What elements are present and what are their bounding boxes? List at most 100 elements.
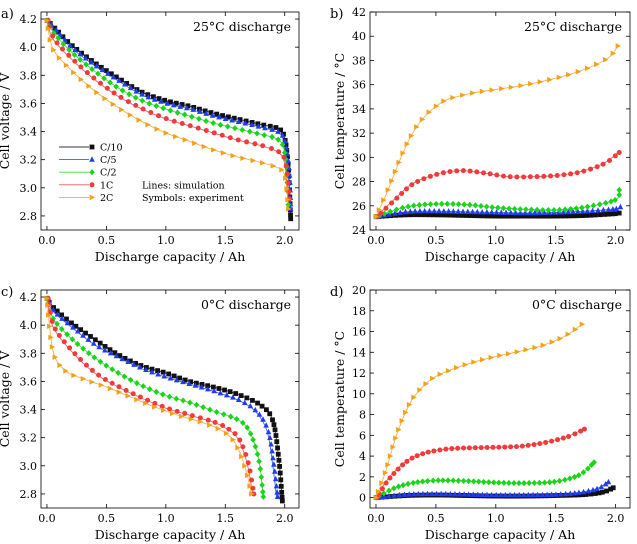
- panel-title: 25°C discharge: [193, 19, 291, 34]
- experiment-point-2c: [514, 349, 521, 355]
- experiment-point-2c: [134, 396, 140, 403]
- experiment-point-c-10: [443, 212, 449, 218]
- experiment-point-c-10: [439, 212, 445, 218]
- experiment-point-1c: [466, 445, 472, 451]
- experiment-point-c-2: [167, 107, 174, 114]
- experiment-point-1c: [389, 200, 395, 206]
- experiment-point-c-5: [180, 378, 186, 385]
- experiment-point-2c: [283, 175, 289, 181]
- experiment-point-c-2: [132, 94, 139, 101]
- experiment-point-c-5: [503, 209, 509, 215]
- experiment-point-c-2: [455, 201, 462, 208]
- experiment-point-2c: [433, 103, 440, 110]
- panel-b: 0.0 0.5 1.0 1.5 2.0 24 26 28 30 32 34 36 38 40 42 Disch…: [330, 6, 631, 264]
- experiment-point-2c: [250, 157, 257, 164]
- experiment-point-1c: [572, 431, 578, 437]
- experiment-point-1c: [487, 171, 493, 177]
- legend-note-symbols: Symbols: experiment: [142, 193, 244, 204]
- experiment-point-1c: [534, 174, 540, 180]
- series-c-5: [45, 295, 281, 499]
- experiment-point-c-5: [151, 96, 158, 102]
- experiment-point-c-2: [109, 366, 116, 373]
- experiment-point-c-10: [580, 492, 585, 498]
- experiment-point-2c: [89, 379, 95, 385]
- experiment-point-c-2: [400, 481, 406, 489]
- experiment-point-c-2: [210, 119, 217, 127]
- legend: C/10C/5 C/21C 2C Lines: simulation Symbols: …: [59, 143, 244, 204]
- experiment-point-2c: [44, 17, 51, 24]
- y-tick-label: 12: [352, 367, 366, 380]
- y-tick-label: 3.4: [20, 126, 38, 139]
- experiment-point-c-10: [283, 142, 289, 148]
- experiment-point-2c: [532, 344, 538, 351]
- experiment-point-c-10: [273, 433, 279, 438]
- experiment-point-c-5: [402, 208, 409, 215]
- experiment-point-c-10: [276, 457, 282, 463]
- x-tick-label: 0.5: [98, 234, 116, 247]
- experiment-point-2c: [201, 143, 208, 150]
- experiment-point-2c: [154, 126, 161, 132]
- experiment-point-2c: [404, 141, 411, 147]
- experiment-point-c-5: [484, 209, 490, 215]
- experiment-point-1c: [49, 318, 55, 324]
- experiment-point-c-2: [260, 488, 266, 496]
- experiment-point-c-5: [517, 209, 524, 216]
- experiment-point-2c: [71, 69, 77, 76]
- experiment-point-2c: [549, 339, 556, 345]
- experiment-point-c-2: [580, 469, 587, 476]
- experiment-point-c-10: [583, 492, 589, 497]
- experiment-point-c-5: [272, 475, 279, 482]
- experiment-point-2c: [48, 334, 54, 341]
- legend-marker-c-5: [89, 156, 95, 162]
- experiment-point-1c: [212, 419, 218, 425]
- experiment-point-2c: [379, 480, 385, 486]
- plot-area: [44, 295, 285, 504]
- experiment-point-c-10: [107, 347, 113, 353]
- experiment-point-c-5: [242, 120, 249, 126]
- experiment-point-2c: [594, 61, 600, 68]
- experiment-point-c-10: [255, 121, 261, 127]
- experiment-point-2c: [285, 206, 292, 212]
- experiment-point-1c: [244, 139, 250, 145]
- experiment-point-c-2: [435, 477, 441, 484]
- experiment-point-1c: [404, 186, 410, 192]
- x-axis-label: Discharge capacity / Ah: [95, 527, 246, 542]
- experiment-point-c-2: [475, 478, 482, 485]
- experiment-point-1c: [490, 444, 496, 450]
- experiment-point-2c: [240, 155, 246, 162]
- experiment-point-c-10: [59, 312, 65, 318]
- experiment-point-c-10: [220, 113, 225, 118]
- experiment-point-c-5: [527, 209, 533, 216]
- experiment-point-c-2: [450, 477, 457, 484]
- experiment-point-c-5: [450, 208, 457, 214]
- experiment-point-2c: [518, 82, 524, 89]
- experiment-point-1c: [78, 357, 84, 363]
- experiment-point-c-5: [605, 478, 612, 485]
- experiment-point-1c: [250, 485, 256, 491]
- experiment-point-c-5: [268, 441, 274, 447]
- experiment-point-2c: [403, 409, 409, 416]
- experiment-point-c-10: [596, 490, 602, 496]
- experiment-point-c-10: [583, 213, 589, 218]
- experiment-point-1c: [391, 471, 397, 477]
- experiment-point-1c: [179, 121, 185, 127]
- experiment-point-c-10: [173, 100, 179, 106]
- experiment-point-c-5: [119, 355, 126, 362]
- experiment-point-c-5: [67, 42, 73, 48]
- experiment-point-c-2: [233, 416, 240, 423]
- experiment-point-c-10: [610, 485, 616, 491]
- experiment-point-c-5: [455, 208, 461, 214]
- experiment-point-c-5: [122, 81, 128, 87]
- experiment-point-c-2: [77, 56, 83, 63]
- experiment-point-c-10: [185, 103, 191, 109]
- experiment-point-2c: [207, 422, 213, 428]
- experiment-point-c-2: [470, 478, 477, 485]
- experiment-point-c-2: [247, 430, 254, 437]
- experiment-point-c-2: [523, 206, 529, 213]
- experiment-point-2c: [399, 418, 405, 424]
- experiment-point-c-2: [440, 477, 446, 484]
- experiment-point-c-10: [612, 211, 618, 217]
- experiment-point-c-10: [571, 213, 577, 219]
- x-axis-label: Discharge capacity / Ah: [95, 249, 246, 264]
